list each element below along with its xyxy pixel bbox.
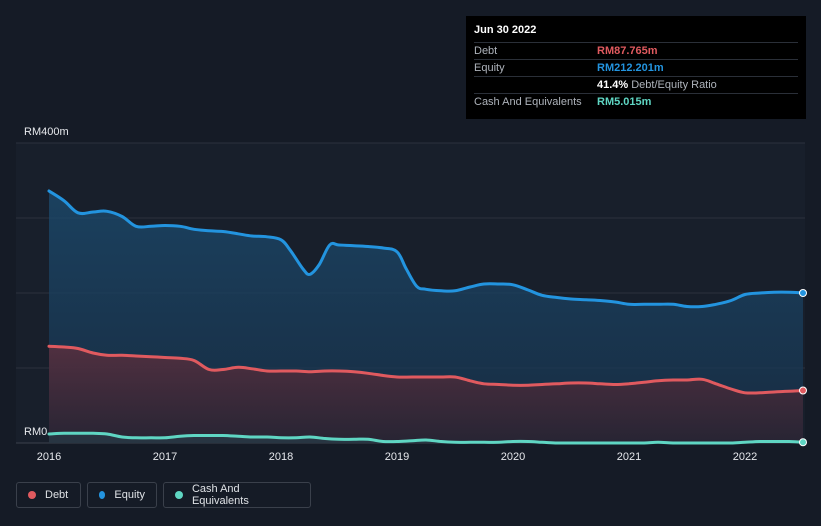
cash-and-equivalents-end-marker [799,438,807,447]
x-tick-2018: 2018 [269,451,293,463]
tooltip-panel: Jun 30 2022 Debt RM87.765m Equity RM212.… [466,16,806,119]
x-tick-2021: 2021 [617,451,641,463]
chart-legend: Debt Equity Cash And Equivalents [16,482,311,508]
tooltip-ratio-value: 41.4% [597,79,629,91]
x-tick-2022: 2022 [733,451,757,463]
legend-item-cash[interactable]: Cash And Equivalents [163,482,311,508]
tooltip-debt-value: RM87.765m [597,45,658,57]
tooltip-date: Jun 30 2022 [474,24,798,43]
tooltip-cash-row: Cash And Equivalents RM5.015m [474,94,798,110]
legend-cash-dot [175,491,183,499]
legend-equity-dot [99,491,106,499]
y-axis-bottom-label: RM0 [24,426,47,438]
tooltip-ratio-label: Debt/Equity Ratio [631,79,717,91]
legend-equity-label: Equity [114,489,145,501]
tooltip-cash-value: RM5.015m [597,96,652,108]
equity-end-marker [799,289,807,297]
tooltip-cash-label: Cash And Equivalents [474,96,582,108]
tooltip-equity-label: Equity [474,62,505,74]
legend-item-debt[interactable]: Debt [16,482,81,508]
legend-debt-dot [28,491,36,499]
x-tick-2017: 2017 [153,451,177,463]
y-axis-top-label: RM400m [24,126,69,138]
x-tick-2020: 2020 [501,451,525,463]
equity-line [47,189,805,309]
legend-debt-label: Debt [45,489,69,501]
debt-end-marker [799,386,807,395]
debt-line [47,344,805,395]
x-axis: 2016 2017 2018 2019 2020 2021 2022 [37,451,757,463]
tooltip-equity-value: RM212.201m [597,62,664,74]
debt-area [49,346,803,443]
cash-and-equivalents-area [49,433,803,444]
tooltip-equity-row: Equity RM212.201m [474,60,798,77]
tooltip-ratio-row: 41.4% Debt/Equity Ratio [474,77,798,94]
cash-and-equivalents-line [47,431,805,445]
x-tick-2019: 2019 [385,451,409,463]
legend-cash-label: Cash And Equivalents [191,483,249,507]
legend-item-equity[interactable]: Equity [87,482,157,508]
x-tick-2016: 2016 [37,451,61,463]
tooltip-debt-row: Debt RM87.765m [474,43,798,60]
tooltip-debt-label: Debt [474,45,498,57]
